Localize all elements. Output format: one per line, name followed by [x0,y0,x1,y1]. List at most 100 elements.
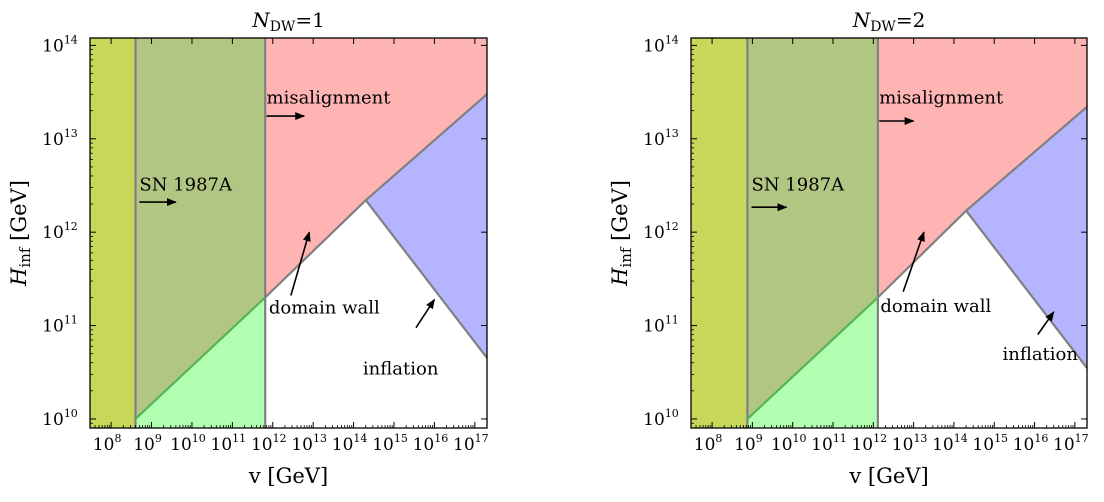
x-tick-exponent: 10 [192,432,206,445]
x-tick-label: 1016 [1013,432,1049,455]
annotation-arrow [902,231,925,293]
chart-title: NDW=1 [251,8,325,35]
title-subscript: DW [270,19,296,35]
chart-title: NDW=2 [852,8,926,35]
x-tick-base: 10 [811,435,833,455]
x-tick-exponent: 16 [434,432,448,445]
x-tick-exponent: 8 [114,432,121,445]
x-tick-base: 10 [694,435,716,455]
x-tick-exponent: 9 [155,432,162,445]
y-tick-label: 1010 [643,407,679,430]
region-blue [966,106,1087,369]
y-label-rest: [GeV] [608,180,632,247]
annotation-arrow [415,298,436,329]
plot-frame [690,37,1088,429]
x-tick-base: 10 [133,435,155,455]
x-tick-label: 1014 [932,432,968,455]
annotation-label: domain wall [880,296,991,317]
x-tick-exponent: 9 [756,432,763,445]
y-tick-base: 10 [42,223,64,243]
y-tick-exponent: 14 [665,33,679,46]
y-tick-base: 10 [643,223,665,243]
region-lime [691,38,748,428]
x-tick-base: 10 [291,435,313,455]
x-tick-exponent: 11 [833,432,847,445]
region-blue [365,94,487,358]
y-tick-label: 1013 [42,127,78,150]
x-tick-exponent: 14 [353,432,367,445]
y-axis-label: Hinf [GeV] [608,180,635,287]
y-label-main: H [608,267,632,287]
y-tick-label: 1014 [42,33,78,56]
x-tick-exponent: 14 [954,432,968,445]
y-tick-label: 1014 [643,33,679,56]
x-tick-base: 10 [332,435,354,455]
annotation-arrow [290,231,311,296]
y-tick-label: 1012 [42,220,78,243]
x-tick-label: 1015 [372,432,408,455]
x-tick-label: 1016 [413,432,449,455]
x-tick-base: 10 [771,435,793,455]
annotation-label: inflation [1002,344,1078,365]
x-tick-label: 1010 [771,432,807,455]
plot-frame [89,37,488,429]
title-main: N [852,8,872,32]
x-tick-label: 109 [734,432,763,455]
boundary-line [965,210,1088,369]
y-label-subscript: inf [16,246,34,267]
y-tick-base: 10 [643,410,665,430]
y-label-rest: [GeV] [7,180,31,247]
x-tick-base: 10 [170,435,192,455]
title-rest: =1 [295,8,324,32]
y-tick-label: 1010 [42,407,78,430]
x-tick-label: 1011 [811,432,847,455]
y-tick-label: 1011 [643,314,679,337]
x-tick-exponent: 17 [1075,432,1089,445]
y-tick-exponent: 13 [64,127,78,140]
x-tick-base: 10 [413,435,435,455]
x-tick-base: 10 [453,435,475,455]
x-tick-base: 10 [211,435,233,455]
y-tick-exponent: 13 [665,127,679,140]
y-tick-label: 1013 [643,127,679,150]
x-tick-exponent: 16 [1034,432,1048,445]
x-tick-exponent: 12 [273,432,287,445]
x-tick-label: 1013 [892,432,928,455]
x-tick-label: 1012 [851,432,887,455]
title-rest: =2 [896,8,925,32]
region-light-green [135,297,266,428]
annotation-label: inflation [363,358,439,379]
x-tick-base: 10 [251,435,273,455]
title-main: N [251,8,271,32]
region-pink [265,38,487,298]
region-light-green [747,297,878,428]
x-tick-label: 1015 [972,432,1008,455]
y-label-subscript: inf [617,246,635,267]
annotation-label: SN 1987A [751,174,845,195]
x-tick-exponent: 8 [715,432,722,445]
x-axis-label: v [GeV] [848,464,928,488]
y-tick-base: 10 [42,130,64,150]
annotation-arrow [1037,311,1055,336]
y-tick-label: 1012 [643,220,679,243]
y-tick-exponent: 11 [665,314,679,327]
x-tick-label: 1017 [1053,432,1089,455]
annotation-label: misalignment [267,87,392,108]
region-lime [90,38,136,428]
title-subscript: DW [870,19,896,35]
x-tick-label: 1012 [251,432,287,455]
x-tick-exponent: 13 [913,432,927,445]
x-tick-base: 10 [1053,435,1075,455]
x-tick-label: 1013 [291,432,327,455]
x-tick-base: 10 [372,435,394,455]
y-tick-exponent: 12 [64,220,78,233]
y-tick-exponent: 14 [64,33,78,46]
x-tick-label: 1017 [453,432,489,455]
y-label-main: H [7,267,31,287]
y-tick-exponent: 11 [64,314,78,327]
x-tick-base: 10 [734,435,756,455]
x-tick-exponent: 12 [873,432,887,445]
y-tick-exponent: 10 [665,407,679,420]
y-tick-base: 10 [643,317,665,337]
